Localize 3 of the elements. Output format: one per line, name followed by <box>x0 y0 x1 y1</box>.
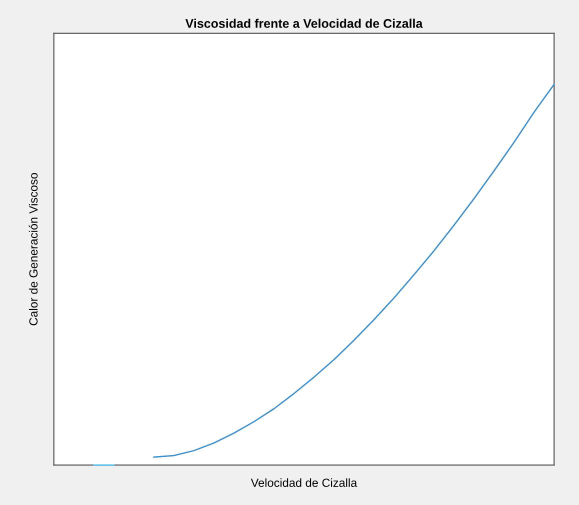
chart-title: Viscosidad frente a Velocidad de Cizalla <box>185 18 423 28</box>
x-axis-title: Velocidad de Cizalla <box>250 478 358 487</box>
y-axis-title: Calor de Generación Viscoso <box>28 173 38 326</box>
